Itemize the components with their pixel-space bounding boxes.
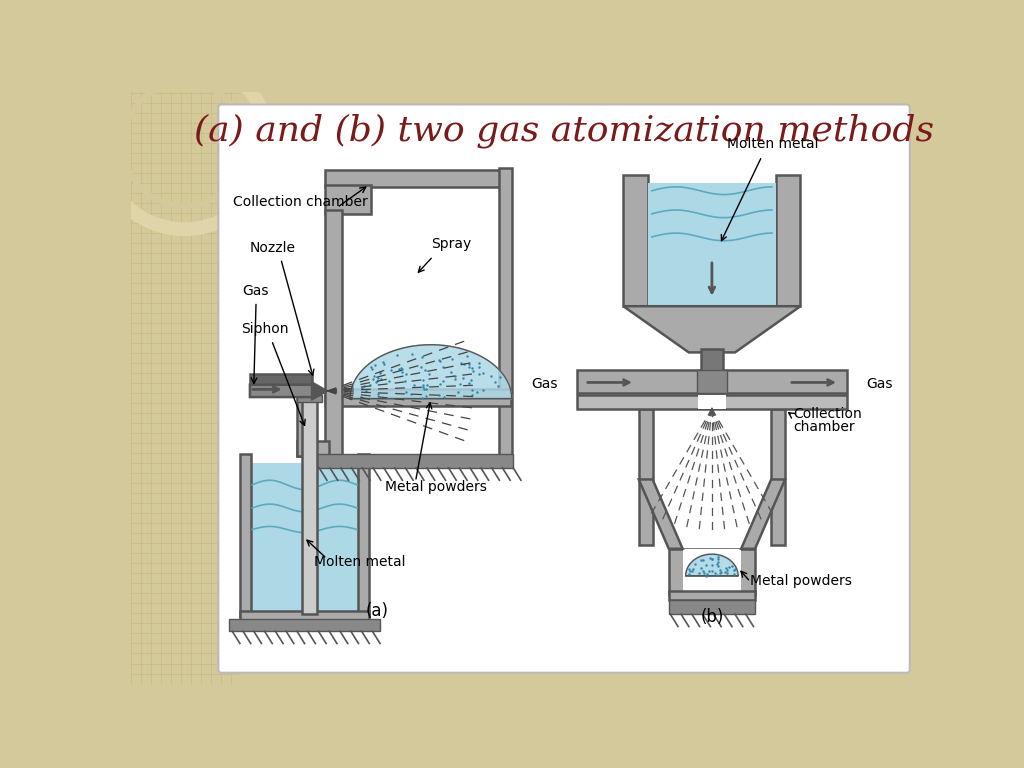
Bar <box>325 184 371 214</box>
Bar <box>639 409 652 545</box>
Text: Spray: Spray <box>431 237 471 251</box>
Bar <box>297 395 322 402</box>
Polygon shape <box>624 306 801 353</box>
Bar <box>297 379 307 456</box>
Bar <box>648 183 776 306</box>
Polygon shape <box>311 382 328 400</box>
Bar <box>701 349 723 383</box>
Polygon shape <box>250 385 323 397</box>
Bar <box>301 399 316 614</box>
Text: (a): (a) <box>366 602 388 620</box>
Text: Nozzle: Nozzle <box>250 241 296 255</box>
Text: Gas: Gas <box>866 377 892 391</box>
Bar <box>652 409 771 545</box>
Polygon shape <box>741 479 785 549</box>
Bar <box>776 175 801 306</box>
Bar <box>240 454 251 616</box>
Bar <box>325 170 511 187</box>
Text: (a) and (b) two gas atomization methods: (a) and (b) two gas atomization methods <box>195 114 934 148</box>
Text: Molten metal: Molten metal <box>313 555 406 570</box>
Polygon shape <box>686 554 738 576</box>
Text: Molten metal: Molten metal <box>727 137 819 151</box>
Text: Siphon: Siphon <box>241 322 288 336</box>
Polygon shape <box>648 306 776 346</box>
Polygon shape <box>350 345 512 399</box>
Bar <box>771 409 785 545</box>
Text: Collection chamber: Collection chamber <box>233 195 368 209</box>
Bar <box>624 175 648 306</box>
Text: Collection: Collection <box>793 407 861 421</box>
Bar <box>325 210 342 456</box>
Text: chamber: chamber <box>793 420 854 434</box>
Bar <box>325 389 511 406</box>
Bar <box>297 441 330 456</box>
FancyBboxPatch shape <box>218 104 909 673</box>
Bar <box>698 395 726 409</box>
Polygon shape <box>639 479 683 549</box>
Bar <box>499 168 512 456</box>
Bar <box>578 395 847 409</box>
Bar <box>669 591 755 601</box>
Bar <box>683 549 741 591</box>
Bar <box>330 185 499 395</box>
Bar <box>229 619 380 631</box>
Text: (b): (b) <box>700 608 724 626</box>
Bar <box>696 370 727 393</box>
Bar <box>316 454 513 468</box>
Bar <box>669 601 755 614</box>
Text: Metal powders: Metal powders <box>751 574 852 588</box>
Text: Gas: Gas <box>531 377 558 391</box>
Bar <box>669 549 755 595</box>
Bar <box>240 611 370 621</box>
Bar <box>578 370 847 393</box>
Bar <box>248 463 365 611</box>
Text: Metal powders: Metal powders <box>385 480 486 494</box>
Bar <box>250 374 311 385</box>
Bar <box>358 454 370 616</box>
Text: Gas: Gas <box>243 283 268 298</box>
